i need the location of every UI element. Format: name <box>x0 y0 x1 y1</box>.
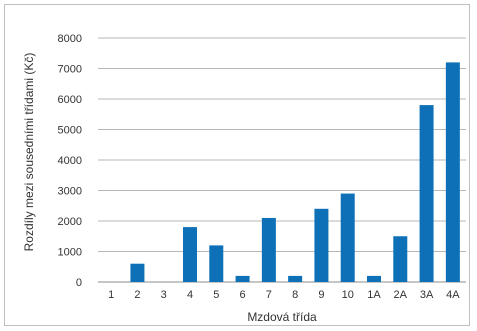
y-axis-ticks: 0 1000 2000 3000 4000 5000 6000 7000 8000 <box>58 33 82 289</box>
y-tick-label: 2000 <box>58 216 82 228</box>
chart-frame <box>4 4 470 326</box>
x-tick-label: 3 <box>161 289 167 301</box>
bar-2 <box>130 263 145 282</box>
bar-4 <box>183 227 197 282</box>
y-tick-label: 7000 <box>58 64 82 76</box>
x-tick-label: 4 <box>187 289 193 301</box>
bar-1A <box>367 275 381 282</box>
y-tick-label: 0 <box>76 277 82 289</box>
x-tick-label: 1A <box>367 289 381 301</box>
y-tick-label: 5000 <box>58 125 82 137</box>
bar-8 <box>288 275 303 282</box>
x-tick-label: 1 <box>108 289 114 301</box>
x-tick-label: 5 <box>213 289 219 301</box>
bar-2A <box>393 236 408 282</box>
x-tick-label: 8 <box>292 289 298 301</box>
y-tick-label: 6000 <box>58 94 82 106</box>
x-tick-label: 10 <box>342 289 354 301</box>
x-tick-label: 2 <box>134 289 140 301</box>
bar-9 <box>314 208 329 282</box>
bar-6 <box>235 275 250 282</box>
y-tick-label: 1000 <box>58 247 82 259</box>
bars <box>130 62 460 283</box>
y-tick-label: 4000 <box>58 155 82 167</box>
x-tick-label: 3A <box>420 289 434 301</box>
x-tick-label: 6 <box>240 289 246 301</box>
y-tick-label: 3000 <box>58 186 82 198</box>
x-tick-label: 9 <box>318 289 324 301</box>
y-axis-title: Rozdíly mezi sousedními třídami (Kč) <box>22 53 36 252</box>
x-axis-title: Mzdová třída <box>247 310 317 324</box>
x-tick-label: 2A <box>394 289 408 301</box>
bar-10 <box>340 193 355 282</box>
x-axis-ticks: 1 2 3 4 5 6 7 8 9 10 1A 2A 3A 4A <box>108 289 460 301</box>
gridlines <box>98 37 466 283</box>
bar-3A <box>419 105 434 282</box>
x-tick-label: 4A <box>446 289 460 301</box>
bar-4A <box>445 62 460 283</box>
y-tick-label: 8000 <box>58 33 82 45</box>
bar-5 <box>209 245 224 282</box>
x-tick-label: 7 <box>266 289 272 301</box>
bar-7 <box>261 217 276 282</box>
